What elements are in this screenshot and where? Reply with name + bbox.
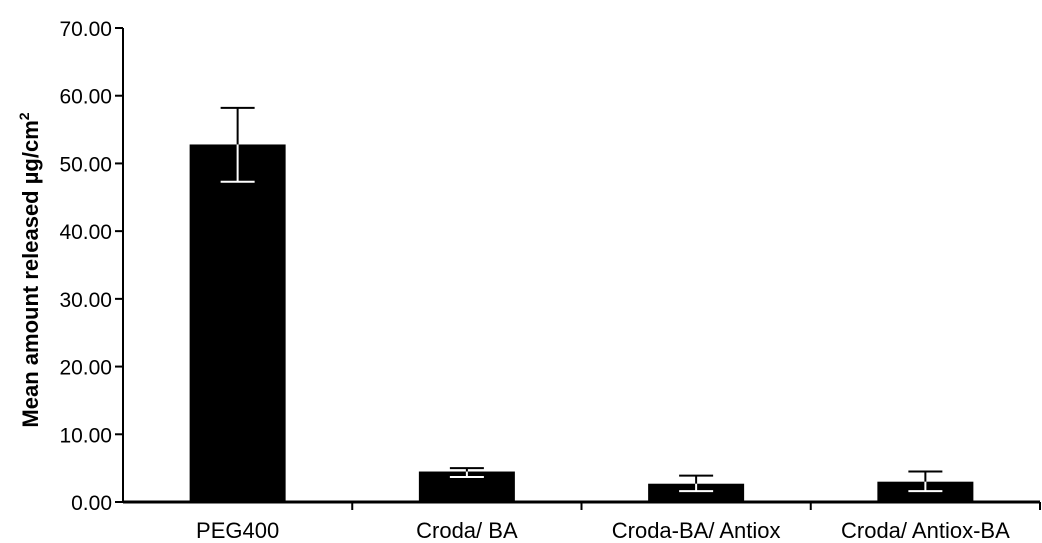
y-tick-label: 10.00	[59, 424, 112, 447]
x-tick-label: Croda-BA/ Antiox	[612, 518, 781, 543]
bar	[190, 144, 286, 502]
y-tick-label: 20.00	[59, 357, 112, 380]
bars	[190, 144, 974, 502]
y-tick-label: 70.00	[59, 18, 112, 41]
y-tick-label: 30.00	[59, 289, 112, 312]
y-axis-ticks: 0.00 10.00 20.00 30.00 40.00 50.00 60.00 70.00	[59, 18, 123, 515]
y-axis-title-text: Mean amount released µg/cm	[18, 120, 43, 427]
y-tick-label: 50.00	[59, 153, 112, 176]
y-axis-title: Mean amount released µg/cm2	[16, 112, 43, 427]
y-tick-label: 0.00	[71, 492, 112, 515]
y-tick-label: 40.00	[59, 221, 112, 244]
x-tick-label: Croda/ Antiox-BA	[841, 518, 1010, 543]
x-tick-label: Croda/ BA	[416, 518, 518, 543]
x-axis-labels: PEG400 Croda/ BA Croda-BA/ Antiox Croda/ An…	[196, 502, 1040, 543]
error-bars	[221, 108, 943, 491]
y-axis-title-superscript: 2	[16, 112, 32, 120]
y-tick-label: 60.00	[59, 86, 112, 109]
x-tick-label: PEG400	[196, 518, 279, 543]
